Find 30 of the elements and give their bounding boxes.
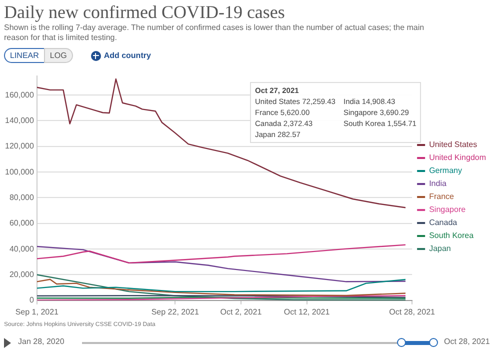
legend-label: France [429, 192, 455, 202]
text: Jan 28, 2020 [18, 337, 64, 346]
text: LINEAR [4, 48, 45, 63]
y-tick-label: 100,000 [4, 167, 34, 176]
legend-label: South Korea [429, 231, 474, 240]
legend-label: Japan [429, 244, 451, 254]
y-tick-label: 0 [29, 296, 34, 305]
x-tick-label: Oct 28, 2021 [389, 307, 436, 316]
legend-label: Germany [429, 166, 462, 176]
y-tick-label: 140,000 [4, 116, 34, 125]
text: Oct 28, 2021 [444, 337, 490, 346]
x-tick-label: Sep 22, 2021 [151, 307, 200, 316]
y-tick-label: 60,000 [9, 218, 34, 228]
y-tick-label: 160,000 [4, 90, 34, 100]
legend-label: Singapore [429, 205, 466, 214]
y-tick-label: 80,000 [9, 192, 34, 202]
text: Add country [104, 51, 151, 60]
legend-label: India [429, 179, 447, 188]
legend-label: United Kingdom [429, 153, 486, 162]
y-tick-label: 120,000 [4, 142, 34, 151]
legend-label: United States [429, 140, 478, 150]
x-tick-label: Sep 1, 2021 [15, 307, 60, 316]
chart-subtitle: Shown is the rolling 7-day average. The number of confirmed cases is lower than the number of actual cases; the main reason for that is limited testing. [4, 23, 426, 43]
y-tick-label: 40,000 [9, 244, 34, 254]
chart-title: Daily new confirmed COVID-19 cases [4, 2, 285, 23]
y-tick-label: 20,000 [9, 270, 34, 279]
legend-label: Canada [429, 218, 458, 228]
x-tick-label: Oct 12, 2021 [284, 307, 330, 316]
text: LOG [44, 48, 73, 63]
x-tick-label: Oct 2, 2021 [220, 307, 262, 316]
